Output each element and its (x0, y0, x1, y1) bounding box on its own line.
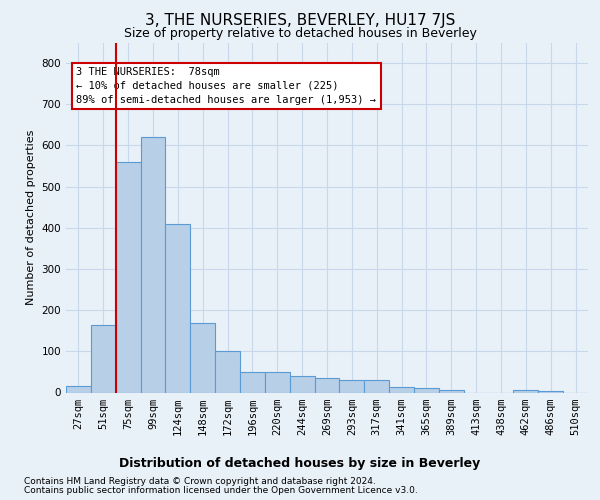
Bar (414, 388, 439, 392)
Bar (340, 380, 364, 392)
Text: Distribution of detached houses by size in Beverley: Distribution of detached houses by size … (119, 458, 481, 470)
Text: Contains public sector information licensed under the Open Government Licence v3: Contains public sector information licen… (24, 486, 418, 495)
Bar (240, 372, 265, 392)
Text: Contains HM Land Registry data © Crown copyright and database right 2024.: Contains HM Land Registry data © Crown c… (24, 477, 376, 486)
Bar (190, 322, 215, 392)
Bar (514, 390, 538, 392)
Bar (66, 386, 91, 392)
Y-axis label: Number of detached properties: Number of detached properties (26, 130, 36, 305)
Text: 3 THE NURSERIES:  78sqm
← 10% of detached houses are smaller (225)
89% of semi-d: 3 THE NURSERIES: 78sqm ← 10% of detached… (76, 67, 376, 105)
Bar (314, 378, 340, 392)
Bar (215, 352, 240, 393)
Bar (265, 372, 290, 392)
Bar (116, 162, 140, 392)
Text: Size of property relative to detached houses in Beverley: Size of property relative to detached ho… (124, 28, 476, 40)
Text: 3, THE NURSERIES, BEVERLEY, HU17 7JS: 3, THE NURSERIES, BEVERLEY, HU17 7JS (145, 12, 455, 28)
Bar (389, 387, 414, 392)
Bar (290, 376, 314, 392)
Bar (439, 390, 464, 392)
Bar (140, 137, 166, 392)
Bar (364, 380, 389, 392)
Bar (91, 324, 116, 392)
Bar (166, 224, 190, 392)
